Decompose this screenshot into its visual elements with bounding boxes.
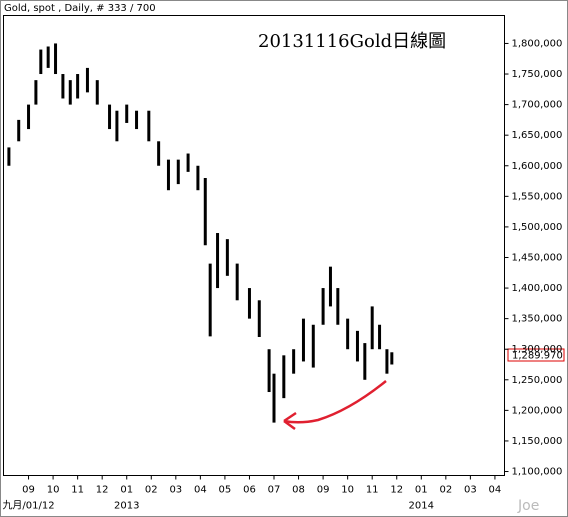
x-tick-label: 04 <box>194 485 207 496</box>
x-tick-label: 02 <box>439 485 452 496</box>
last-price-label: 1,289.970 <box>512 351 563 362</box>
last-price-box <box>507 348 565 362</box>
y-tick-label: 1,400,000 <box>512 283 563 294</box>
arrow-head <box>283 411 297 431</box>
x-tick-label: 03 <box>169 485 182 496</box>
plot-area <box>3 15 505 476</box>
x-tick-label: 09 <box>317 485 330 496</box>
y-tick-label: 1,600,000 <box>512 161 563 172</box>
x-tick-label: 11 <box>71 485 84 496</box>
annotation-arrow <box>283 380 387 424</box>
y-tick-label: 1,800,000 <box>512 38 563 49</box>
y-tick-label: 1,100,000 <box>512 467 563 478</box>
chart-title: 20131116Gold日線圖 <box>258 31 446 52</box>
y-tick-label: 1,550,000 <box>512 191 563 202</box>
y-tick-label: 1,750,000 <box>512 69 563 80</box>
y-tick-label: 1,350,000 <box>512 314 563 325</box>
y-tick-label: 1,250,000 <box>512 375 563 386</box>
y-tick-label: 1,200,000 <box>512 405 563 416</box>
x-tick-label: 01 <box>120 485 133 496</box>
watermark: Joe <box>517 498 539 514</box>
x-tick-label: 02 <box>145 485 158 496</box>
x-tick-label: 10 <box>47 485 60 496</box>
x-tick-label: 05 <box>219 485 232 496</box>
x-tick-label: 10 <box>341 485 354 496</box>
y-tick-label: 1,450,000 <box>512 252 563 263</box>
x-tick-label: 04 <box>489 485 502 496</box>
header: Gold, spot , Daily, # 333 / 700 <box>4 3 156 14</box>
x-tick-label: 06 <box>243 485 256 496</box>
y-tick-label: 1,700,000 <box>512 100 563 111</box>
x-period-label: 2014 <box>409 501 434 512</box>
x-tick-label: 12 <box>390 485 403 496</box>
x-tick-label: 01 <box>415 485 428 496</box>
y-tick-label: 1,150,000 <box>512 436 563 447</box>
x-tick-label: 03 <box>464 485 477 496</box>
x-tick-label: 12 <box>96 485 109 496</box>
y-tick-label: 1,300,000 <box>512 344 563 355</box>
x-tick-label: 08 <box>292 485 305 496</box>
x-tick-label: 09 <box>22 485 35 496</box>
x-tick-label: 11 <box>366 485 379 496</box>
x-tick-label: 07 <box>268 485 281 496</box>
y-tick-label: 1,500,000 <box>512 222 563 233</box>
x-period-label: 九月/01/12 <box>2 500 54 512</box>
x-period-label: 2013 <box>114 501 139 512</box>
y-tick-label: 1,650,000 <box>512 130 563 141</box>
